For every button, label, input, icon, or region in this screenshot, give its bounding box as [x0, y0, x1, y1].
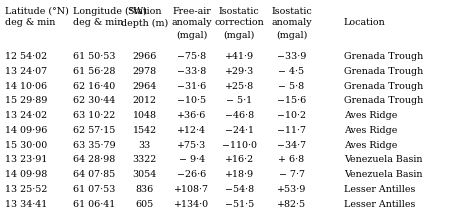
Text: Lesser Antilles: Lesser Antilles: [344, 185, 415, 194]
Text: − 4·5: − 4·5: [278, 67, 305, 76]
Text: +36·6: +36·6: [177, 111, 207, 120]
Text: +18·9: +18·9: [225, 170, 254, 179]
Text: Free-air: Free-air: [173, 7, 211, 15]
Text: deg & min: deg & min: [73, 18, 124, 27]
Text: Location: Location: [344, 18, 385, 27]
Text: −33·8: −33·8: [177, 67, 207, 76]
Text: 62 57·15: 62 57·15: [73, 126, 116, 135]
Text: −26·6: −26·6: [177, 170, 207, 179]
Text: Grenada Trough: Grenada Trough: [344, 52, 423, 61]
Text: 1048: 1048: [133, 111, 156, 120]
Text: − 5·8: − 5·8: [278, 82, 305, 90]
Text: Aves Ridge: Aves Ridge: [344, 126, 397, 135]
Text: 62 16·40: 62 16·40: [73, 82, 116, 90]
Text: Longitude (°W): Longitude (°W): [73, 7, 147, 16]
Text: −34·7: −34·7: [277, 141, 306, 150]
Text: 13 24·02: 13 24·02: [5, 111, 47, 120]
Text: +53·9: +53·9: [277, 185, 306, 194]
Text: (mgal): (mgal): [176, 30, 208, 39]
Text: + 6·8: + 6·8: [278, 155, 305, 164]
Text: 836: 836: [136, 185, 154, 194]
Text: −110·0: −110·0: [222, 141, 257, 150]
Text: 61 07·53: 61 07·53: [73, 185, 116, 194]
Text: − 5·1: − 5·1: [226, 96, 253, 105]
Text: 15 30·00: 15 30·00: [5, 141, 47, 150]
Text: 3054: 3054: [132, 170, 157, 179]
Text: 61 50·53: 61 50·53: [73, 52, 116, 61]
Text: correction: correction: [215, 18, 264, 27]
Text: Isostatic: Isostatic: [219, 7, 260, 15]
Text: +25·8: +25·8: [225, 82, 254, 90]
Text: Station: Station: [128, 7, 162, 15]
Text: anomaly: anomaly: [271, 18, 312, 27]
Text: deg & min: deg & min: [5, 18, 55, 27]
Text: −31·6: −31·6: [177, 82, 207, 90]
Text: (mgal): (mgal): [224, 30, 255, 39]
Text: +75·3: +75·3: [177, 141, 207, 150]
Text: 64 28·98: 64 28·98: [73, 155, 116, 164]
Text: −33·9: −33·9: [277, 52, 306, 61]
Text: 3322: 3322: [132, 155, 157, 164]
Text: +134·0: +134·0: [174, 200, 210, 209]
Text: +82·5: +82·5: [277, 200, 306, 209]
Text: 33: 33: [138, 141, 151, 150]
Text: 2964: 2964: [132, 82, 157, 90]
Text: 14 09·96: 14 09·96: [5, 126, 47, 135]
Text: Aves Ridge: Aves Ridge: [344, 111, 397, 120]
Text: − 7·7: − 7·7: [279, 170, 304, 179]
Text: 1542: 1542: [133, 126, 156, 135]
Text: −11·7: −11·7: [277, 126, 306, 135]
Text: 63 35·79: 63 35·79: [73, 141, 116, 150]
Text: depth (m): depth (m): [121, 18, 168, 28]
Text: +16·2: +16·2: [225, 155, 254, 164]
Text: − 9·4: − 9·4: [179, 155, 205, 164]
Text: 13 34·41: 13 34·41: [5, 200, 47, 209]
Text: −75·8: −75·8: [177, 52, 207, 61]
Text: (mgal): (mgal): [276, 30, 307, 39]
Text: −54·8: −54·8: [225, 185, 254, 194]
Text: 62 30·44: 62 30·44: [73, 96, 116, 105]
Text: Lesser Antilles: Lesser Antilles: [344, 200, 415, 209]
Text: +29·3: +29·3: [225, 67, 254, 76]
Text: 2012: 2012: [133, 96, 156, 105]
Text: +12·4: +12·4: [177, 126, 207, 135]
Text: Aves Ridge: Aves Ridge: [344, 141, 397, 150]
Text: Grenada Trough: Grenada Trough: [344, 67, 423, 76]
Text: Venezuela Basin: Venezuela Basin: [344, 170, 422, 179]
Text: −24·1: −24·1: [225, 126, 254, 135]
Text: 64 07·85: 64 07·85: [73, 170, 116, 179]
Text: −15·6: −15·6: [277, 96, 306, 105]
Text: 14 10·06: 14 10·06: [5, 82, 47, 90]
Text: 2966: 2966: [132, 52, 157, 61]
Text: 13 25·52: 13 25·52: [5, 185, 47, 194]
Text: Latitude (°N): Latitude (°N): [5, 7, 69, 15]
Text: −51·5: −51·5: [225, 200, 254, 209]
Text: 13 23·91: 13 23·91: [5, 155, 47, 164]
Text: 61 56·28: 61 56·28: [73, 67, 116, 76]
Text: −46·8: −46·8: [225, 111, 254, 120]
Text: anomaly: anomaly: [172, 18, 212, 27]
Text: −10·2: −10·2: [277, 111, 306, 120]
Text: Venezuela Basin: Venezuela Basin: [344, 155, 422, 164]
Text: 12 54·02: 12 54·02: [5, 52, 47, 61]
Text: 14 09·98: 14 09·98: [5, 170, 47, 179]
Text: +108·7: +108·7: [174, 185, 210, 194]
Text: 2978: 2978: [133, 67, 156, 76]
Text: 63 10·22: 63 10·22: [73, 111, 116, 120]
Text: −10·5: −10·5: [177, 96, 207, 105]
Text: 15 29·89: 15 29·89: [5, 96, 47, 105]
Text: +41·9: +41·9: [225, 52, 254, 61]
Text: Isostatic: Isostatic: [271, 7, 312, 15]
Text: 13 24·07: 13 24·07: [5, 67, 47, 76]
Text: 61 06·41: 61 06·41: [73, 200, 116, 209]
Text: 605: 605: [136, 200, 154, 209]
Text: Grenada Trough: Grenada Trough: [344, 96, 423, 105]
Text: Grenada Trough: Grenada Trough: [344, 82, 423, 90]
